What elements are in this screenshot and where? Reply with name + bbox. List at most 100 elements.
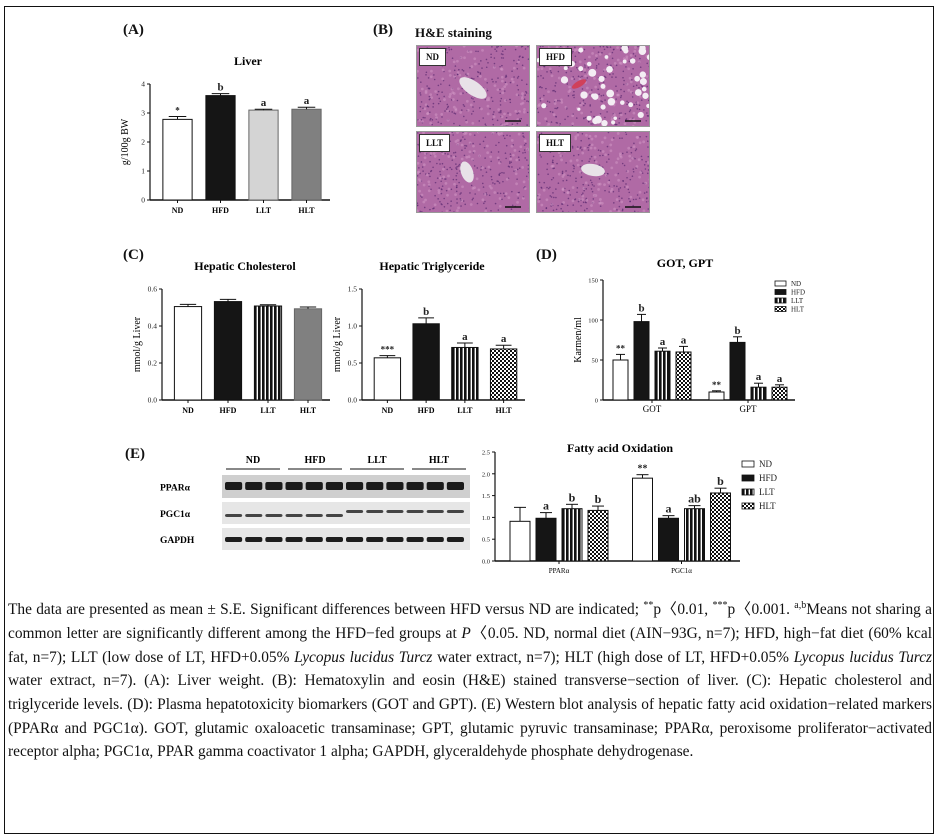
svg-text:b: b [423, 306, 429, 318]
svg-text:HFD: HFD [220, 406, 237, 415]
svg-text:HLT: HLT [298, 206, 315, 215]
svg-text:Fatty acid Oxidation: Fatty acid Oxidation [567, 441, 673, 455]
svg-text:0.2: 0.2 [148, 359, 158, 368]
svg-text:a: a [462, 331, 468, 343]
svg-text:ND: ND [382, 406, 394, 415]
fatty-acid-oxidation-chart: Fatty acid Oxidation0.00.51.01.52.02.5ab… [482, 441, 778, 575]
figure-caption: The data are presented as mean ± S.E. Si… [8, 600, 933, 761]
svg-text:HFD: HFD [212, 206, 229, 215]
svg-text:HLT: HLT [496, 406, 513, 415]
he-tag-llt: LLT [419, 134, 451, 152]
svg-text:HLT: HLT [759, 501, 776, 511]
svg-text:HFD: HFD [791, 289, 805, 297]
svg-text:g/100g BW: g/100g BW [120, 118, 131, 165]
he-tag-hfd: HFD [539, 48, 572, 66]
svg-text:PPARα: PPARα [160, 484, 191, 494]
svg-text:0: 0 [141, 196, 145, 205]
he-image-llt: LLT [416, 131, 530, 213]
svg-text:0.0: 0.0 [348, 396, 358, 405]
svg-text:ND: ND [172, 206, 184, 215]
svg-text:GOT: GOT [643, 404, 662, 414]
svg-text:LLT: LLT [367, 455, 386, 466]
svg-text:Hepatic Triglyceride: Hepatic Triglyceride [379, 259, 485, 273]
svg-text:1: 1 [141, 167, 145, 176]
svg-text:150: 150 [588, 278, 598, 285]
got-gpt-chart: GOT, GPT 0 50 100 150 Karmen/ml ** b a a GOT ** b a a G… [573, 256, 805, 414]
svg-text:LLT: LLT [457, 406, 473, 415]
svg-text:0.0: 0.0 [482, 559, 490, 566]
panel-d-label: (D) [536, 247, 557, 263]
svg-text:b: b [734, 325, 740, 337]
svg-text:HLT: HLT [791, 306, 805, 314]
liver-weight-chart: Liver 0 1 2 3 4 g/100g BW * ND b HFD a LLT a HLT [120, 54, 330, 215]
svg-text:b: b [569, 490, 576, 504]
svg-text:a: a [261, 97, 267, 109]
svg-text:**: ** [616, 343, 626, 353]
svg-text:0.4: 0.4 [148, 322, 158, 331]
svg-text:1.5: 1.5 [482, 493, 490, 500]
svg-text:a: a [666, 502, 672, 516]
he-image-hlt: HLT [536, 131, 650, 213]
svg-text:0.5: 0.5 [348, 359, 358, 368]
svg-text:**: ** [638, 464, 648, 475]
western-blot-image: ND HFD LLT HLT PPARα PGC1α GAPDH [160, 455, 470, 550]
svg-text:a: a [681, 334, 687, 346]
svg-text:HLT: HLT [429, 455, 450, 466]
svg-text:ab: ab [688, 492, 701, 506]
svg-text:1.0: 1.0 [348, 322, 358, 331]
svg-text:50: 50 [592, 358, 599, 365]
svg-text:HFD: HFD [418, 406, 435, 415]
svg-text:LLT: LLT [791, 297, 804, 305]
svg-text:ND: ND [759, 459, 772, 469]
svg-text:**: ** [712, 380, 722, 390]
he-tag-hlt: HLT [539, 134, 572, 152]
svg-text:ND: ND [246, 455, 260, 466]
svg-text:***: *** [381, 345, 395, 355]
hepatic-triglyceride-chart: Hepatic Triglyceride 0.0 0.5 1.0 1.5 mmol/g L… [332, 259, 525, 415]
panel-b-label: (B) [373, 22, 393, 38]
svg-text:0.0: 0.0 [148, 396, 158, 405]
svg-text:mmol/g Liver: mmol/g Liver [132, 316, 143, 372]
svg-text:HFD: HFD [304, 455, 325, 466]
svg-text:2.0: 2.0 [482, 471, 490, 478]
svg-text:mmol/g Liver: mmol/g Liver [332, 316, 343, 372]
svg-text:LLT: LLT [256, 206, 272, 215]
panel-e-label: (E) [125, 446, 145, 462]
svg-text:Karmen/ml: Karmen/ml [573, 317, 584, 363]
panel-c-label: (C) [123, 247, 144, 263]
svg-text:a: a [543, 499, 549, 513]
svg-text:b: b [638, 302, 644, 314]
svg-text:a: a [660, 336, 666, 348]
svg-text:b: b [717, 474, 724, 488]
svg-text:LLT: LLT [759, 487, 775, 497]
svg-text:PPARα: PPARα [549, 567, 570, 575]
svg-text:0.6: 0.6 [148, 285, 158, 294]
svg-text:PGC1α: PGC1α [160, 510, 191, 520]
svg-text:1.0: 1.0 [482, 515, 490, 522]
he-image-nd: ND [416, 45, 530, 127]
svg-text:*: * [175, 105, 180, 115]
he-image-hfd: HFD [536, 45, 650, 127]
panel-a-label: (A) [123, 22, 144, 38]
svg-text:0: 0 [595, 398, 598, 405]
svg-text:a: a [777, 373, 783, 385]
svg-text:ND: ND [182, 406, 194, 415]
svg-text:1.5: 1.5 [348, 285, 358, 294]
svg-text:Liver: Liver [234, 54, 263, 68]
he-staining-title: H&E staining [415, 25, 492, 40]
svg-text:Hepatic Cholesterol: Hepatic Cholesterol [194, 259, 296, 273]
svg-text:HLT: HLT [300, 406, 317, 415]
svg-text:2: 2 [141, 138, 145, 147]
hepatic-cholesterol-chart: Hepatic Cholesterol 0.0 0.2 0.4 0.6 mmol/g Li… [132, 259, 330, 415]
svg-text:GPT: GPT [739, 404, 757, 414]
svg-text:0.5: 0.5 [482, 537, 490, 544]
svg-text:GOT, GPT: GOT, GPT [657, 256, 713, 270]
svg-text:2.5: 2.5 [482, 450, 490, 457]
he-tag-nd: ND [419, 48, 446, 66]
svg-text:100: 100 [588, 318, 598, 325]
svg-text:a: a [501, 333, 507, 345]
svg-text:3: 3 [141, 109, 145, 118]
svg-text:GAPDH: GAPDH [160, 536, 195, 546]
figure-frame [4, 6, 934, 834]
svg-text:b: b [595, 492, 602, 506]
